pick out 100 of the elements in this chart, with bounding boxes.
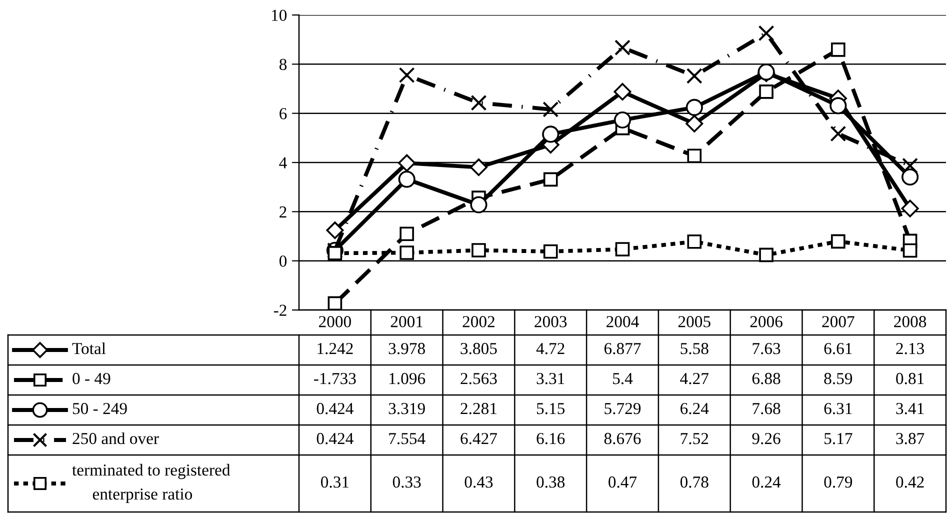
y-tick-label: 4 — [279, 157, 287, 168]
data-label: 0.33 — [392, 476, 421, 488]
point — [687, 148, 702, 164]
point — [902, 158, 918, 174]
data-label: 8.676 — [604, 432, 641, 444]
y-tick-label: 0 — [279, 256, 287, 267]
legend-label: Total — [72, 342, 106, 354]
y-tick-label: 6 — [280, 108, 287, 120]
data-label: 6.31 — [824, 402, 852, 414]
data-label: 0.31 — [320, 476, 349, 488]
point — [830, 97, 847, 114]
y-tick-label: 2 — [280, 206, 286, 218]
x-tick-label: 2006 — [750, 316, 782, 328]
data-label: 7.68 — [752, 402, 780, 414]
point — [470, 158, 488, 176]
data-label: 0.42 — [896, 476, 924, 488]
legend-label: terminated to registered enterprise ratio — [72, 464, 230, 504]
point — [398, 154, 416, 172]
legend-label: 50 - 249 — [72, 402, 127, 414]
data-label: 2.13 — [896, 342, 924, 354]
data-label: 7.63 — [752, 342, 780, 354]
data-label: 5.4 — [613, 373, 633, 384]
point — [542, 101, 559, 118]
legend-label: 250 and over — [72, 432, 159, 444]
data-label: 6.427 — [460, 432, 497, 444]
data-label: 3.41 — [896, 402, 924, 414]
point — [615, 242, 630, 256]
data-label: 2.281 — [460, 402, 496, 414]
data-label: 1.242 — [318, 342, 353, 354]
point — [614, 111, 632, 129]
point — [470, 196, 488, 214]
x-tick-label: 2003 — [534, 316, 567, 328]
x-tick-label: 2004 — [606, 316, 639, 328]
point — [902, 243, 918, 258]
data-label: 4.27 — [680, 372, 708, 384]
data-label: 7.52 — [680, 432, 708, 444]
point — [831, 42, 846, 57]
data-label: 0.43 — [464, 476, 493, 488]
point — [543, 244, 558, 259]
x-tick-label: 2007 — [822, 316, 854, 328]
x-tick-label: 2001 — [390, 316, 422, 328]
point — [831, 234, 846, 249]
data-label: 3.805 — [460, 342, 497, 354]
data-label: 8.59 — [824, 372, 852, 384]
point — [759, 84, 774, 99]
point — [470, 94, 487, 111]
x-tick-label: 2002 — [462, 316, 494, 328]
point — [400, 226, 414, 242]
data-label: 0.47 — [608, 476, 637, 488]
data-label: 0.81 — [896, 372, 924, 384]
data-label: 0.38 — [536, 476, 565, 488]
data-label: 5.17 — [824, 433, 852, 444]
legend-label: 0 - 49 — [72, 372, 110, 384]
data-label: 5.729 — [604, 402, 641, 414]
point — [328, 246, 342, 260]
point — [326, 222, 344, 240]
point — [830, 126, 846, 142]
point — [686, 68, 702, 84]
point — [543, 172, 558, 187]
x-tick-label: 2008 — [894, 316, 926, 328]
point — [901, 200, 919, 218]
x-tick-label: 2000 — [319, 316, 351, 328]
data-label: 0.78 — [680, 476, 708, 488]
data-label: 3.319 — [388, 402, 425, 414]
data-label: 6.88 — [752, 372, 780, 384]
x-tick-label: 2005 — [678, 316, 710, 328]
point — [398, 170, 416, 188]
point — [687, 234, 702, 249]
data-label: 4.72 — [536, 342, 564, 354]
data-label: 2.563 — [460, 372, 497, 384]
data-label: 3.87 — [896, 432, 924, 444]
data-label: 6.877 — [604, 342, 641, 354]
data-label: 0.424 — [316, 402, 354, 414]
data-label: 6.24 — [680, 402, 709, 414]
point — [686, 114, 704, 132]
data-label: 6.16 — [536, 432, 565, 444]
y-tick-label: 10 — [272, 10, 287, 21]
point — [328, 296, 342, 310]
data-label: 7.554 — [389, 433, 426, 444]
data-label: 3.31 — [536, 372, 564, 384]
point — [686, 98, 703, 116]
data-label: 0.24 — [752, 476, 781, 488]
point — [902, 168, 919, 186]
point — [614, 83, 632, 101]
point — [758, 25, 774, 42]
data-label: 5.58 — [680, 342, 708, 354]
point — [759, 248, 774, 262]
data-label: 1.096 — [390, 372, 426, 384]
y-tick-label: 8 — [279, 58, 287, 70]
point — [542, 126, 560, 143]
data-label: 3.978 — [388, 342, 425, 354]
point — [400, 246, 414, 260]
y-tick-label: -2 — [274, 304, 286, 316]
point — [472, 243, 486, 258]
data-label: 9.26 — [752, 432, 780, 444]
point — [398, 67, 415, 84]
data-label: 6.61 — [824, 342, 852, 354]
point — [614, 40, 630, 56]
data-label: -1.733 — [314, 372, 356, 384]
data-label: 0.79 — [824, 476, 852, 488]
